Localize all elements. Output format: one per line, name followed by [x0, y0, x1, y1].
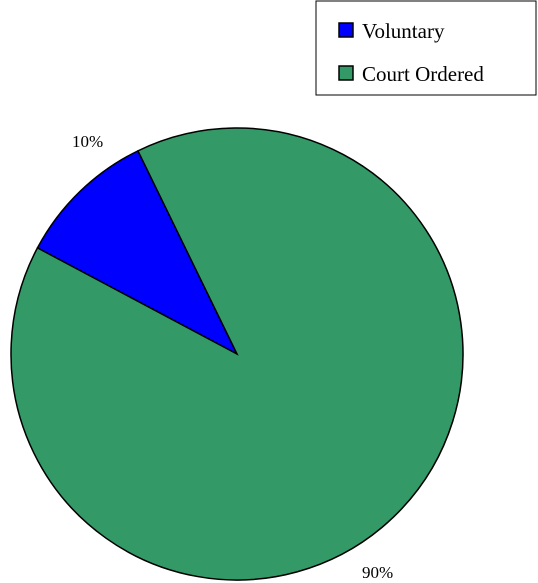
- pie-label-court-ordered: 90%: [362, 563, 393, 582]
- pie-slices: [10, 127, 464, 581]
- legend-swatch-voluntary: [338, 22, 354, 38]
- legend-swatch-court-ordered: [338, 65, 354, 81]
- legend: Voluntary Court Ordered: [315, 0, 537, 96]
- pie-slice-court-ordered: [10, 127, 464, 581]
- pie-slice-labels: 10% 90%: [72, 132, 393, 582]
- pie-label-voluntary: 10%: [72, 132, 103, 151]
- legend-label-voluntary: Voluntary: [362, 19, 445, 43]
- pie-slice-voluntary: [36, 149, 239, 356]
- legend-label-court-ordered: Court Ordered: [362, 62, 484, 86]
